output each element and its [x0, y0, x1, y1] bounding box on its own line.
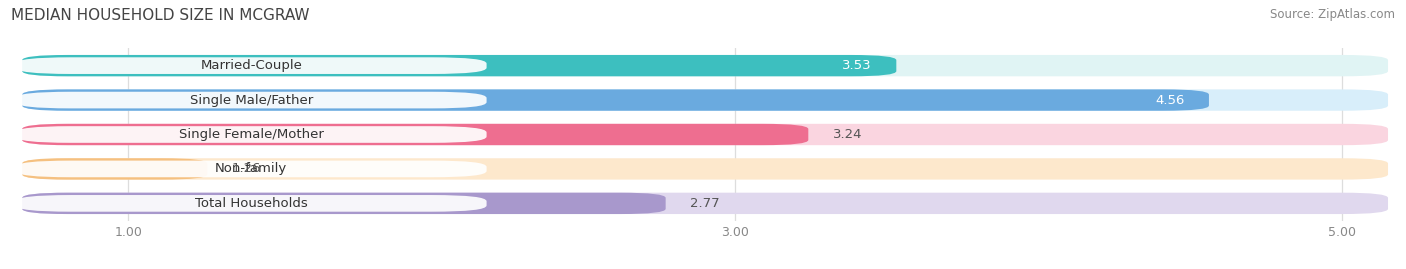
FancyBboxPatch shape	[22, 89, 1388, 111]
FancyBboxPatch shape	[22, 158, 1388, 180]
Text: MEDIAN HOUSEHOLD SIZE IN MCGRAW: MEDIAN HOUSEHOLD SIZE IN MCGRAW	[11, 8, 309, 23]
Text: Married-Couple: Married-Couple	[201, 59, 302, 72]
Text: 2.77: 2.77	[690, 197, 720, 210]
FancyBboxPatch shape	[15, 161, 486, 177]
Text: 3.24: 3.24	[832, 128, 862, 141]
FancyBboxPatch shape	[22, 124, 1388, 145]
FancyBboxPatch shape	[22, 158, 207, 180]
FancyBboxPatch shape	[15, 195, 486, 212]
Text: 3.53: 3.53	[842, 59, 872, 72]
Text: Non-family: Non-family	[215, 162, 287, 175]
FancyBboxPatch shape	[22, 89, 1209, 111]
Text: 1.26: 1.26	[232, 162, 262, 175]
Text: Source: ZipAtlas.com: Source: ZipAtlas.com	[1270, 8, 1395, 21]
FancyBboxPatch shape	[15, 126, 486, 143]
FancyBboxPatch shape	[15, 57, 486, 74]
FancyBboxPatch shape	[22, 193, 665, 214]
FancyBboxPatch shape	[22, 55, 896, 76]
Text: Single Female/Mother: Single Female/Mother	[179, 128, 323, 141]
Text: 4.56: 4.56	[1156, 94, 1185, 107]
Text: Single Male/Father: Single Male/Father	[190, 94, 314, 107]
FancyBboxPatch shape	[22, 55, 1388, 76]
FancyBboxPatch shape	[22, 124, 808, 145]
Text: Total Households: Total Households	[195, 197, 308, 210]
FancyBboxPatch shape	[15, 92, 486, 108]
FancyBboxPatch shape	[22, 193, 1388, 214]
